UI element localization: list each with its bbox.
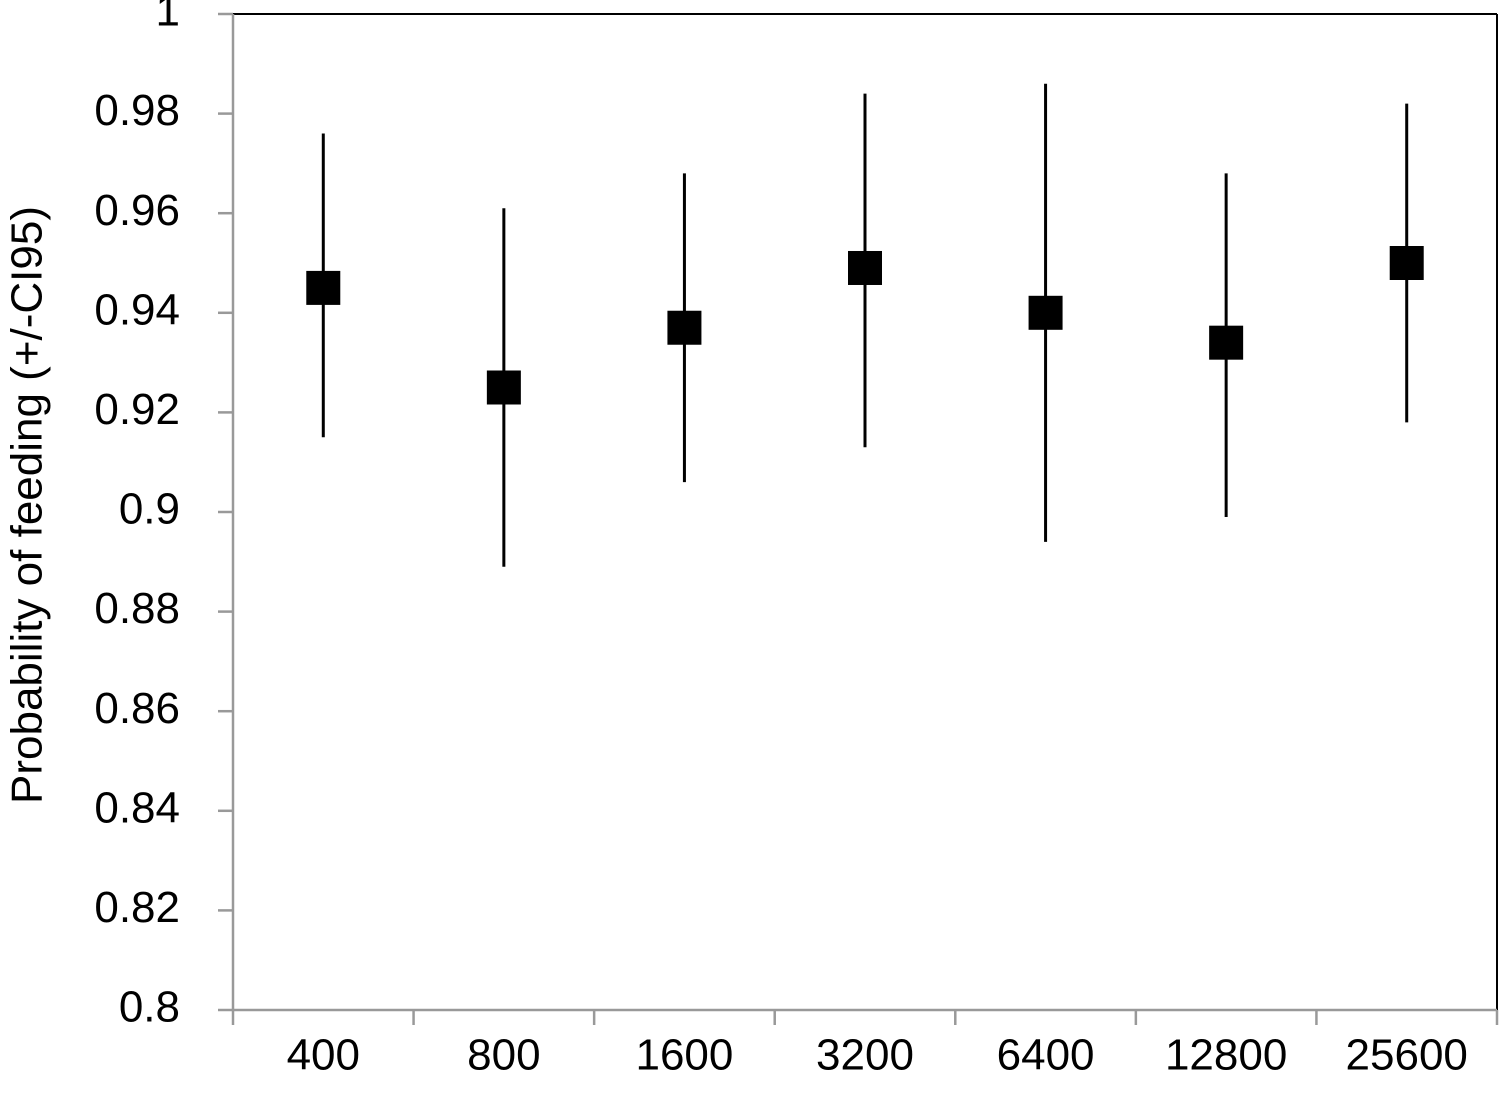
y-tick-label: 0.82 — [94, 883, 180, 932]
x-tick-label: 12800 — [1165, 1031, 1287, 1080]
y-tick-label: 1 — [156, 0, 180, 36]
y-tick-label: 0.88 — [94, 584, 180, 633]
x-tick-label: 25600 — [1346, 1031, 1468, 1080]
x-tick-label: 1600 — [635, 1031, 733, 1080]
marker — [1028, 295, 1063, 330]
y-tick-label: 0.84 — [94, 783, 180, 832]
y-axis-title: Probability of feeding (+/-CI95) — [3, 206, 52, 804]
x-tick-label: 6400 — [997, 1031, 1095, 1080]
marker — [486, 370, 521, 405]
x-tick-label: 800 — [467, 1031, 540, 1080]
y-tick-label: 0.92 — [94, 385, 180, 434]
marker — [848, 250, 882, 285]
marker — [306, 270, 341, 305]
y-tick-label: 0.8 — [119, 983, 180, 1032]
y-tick-label: 0.96 — [94, 186, 180, 235]
x-tick-label: 3200 — [816, 1031, 914, 1080]
marker — [1209, 325, 1244, 360]
y-tick-label: 0.98 — [94, 86, 180, 135]
marker — [667, 310, 702, 345]
y-tick-label: 0.9 — [119, 485, 180, 534]
marker — [1389, 246, 1424, 280]
y-tick-label: 0.94 — [94, 285, 180, 334]
x-tick-label: 400 — [287, 1031, 360, 1080]
y-tick-label: 0.86 — [94, 684, 180, 733]
